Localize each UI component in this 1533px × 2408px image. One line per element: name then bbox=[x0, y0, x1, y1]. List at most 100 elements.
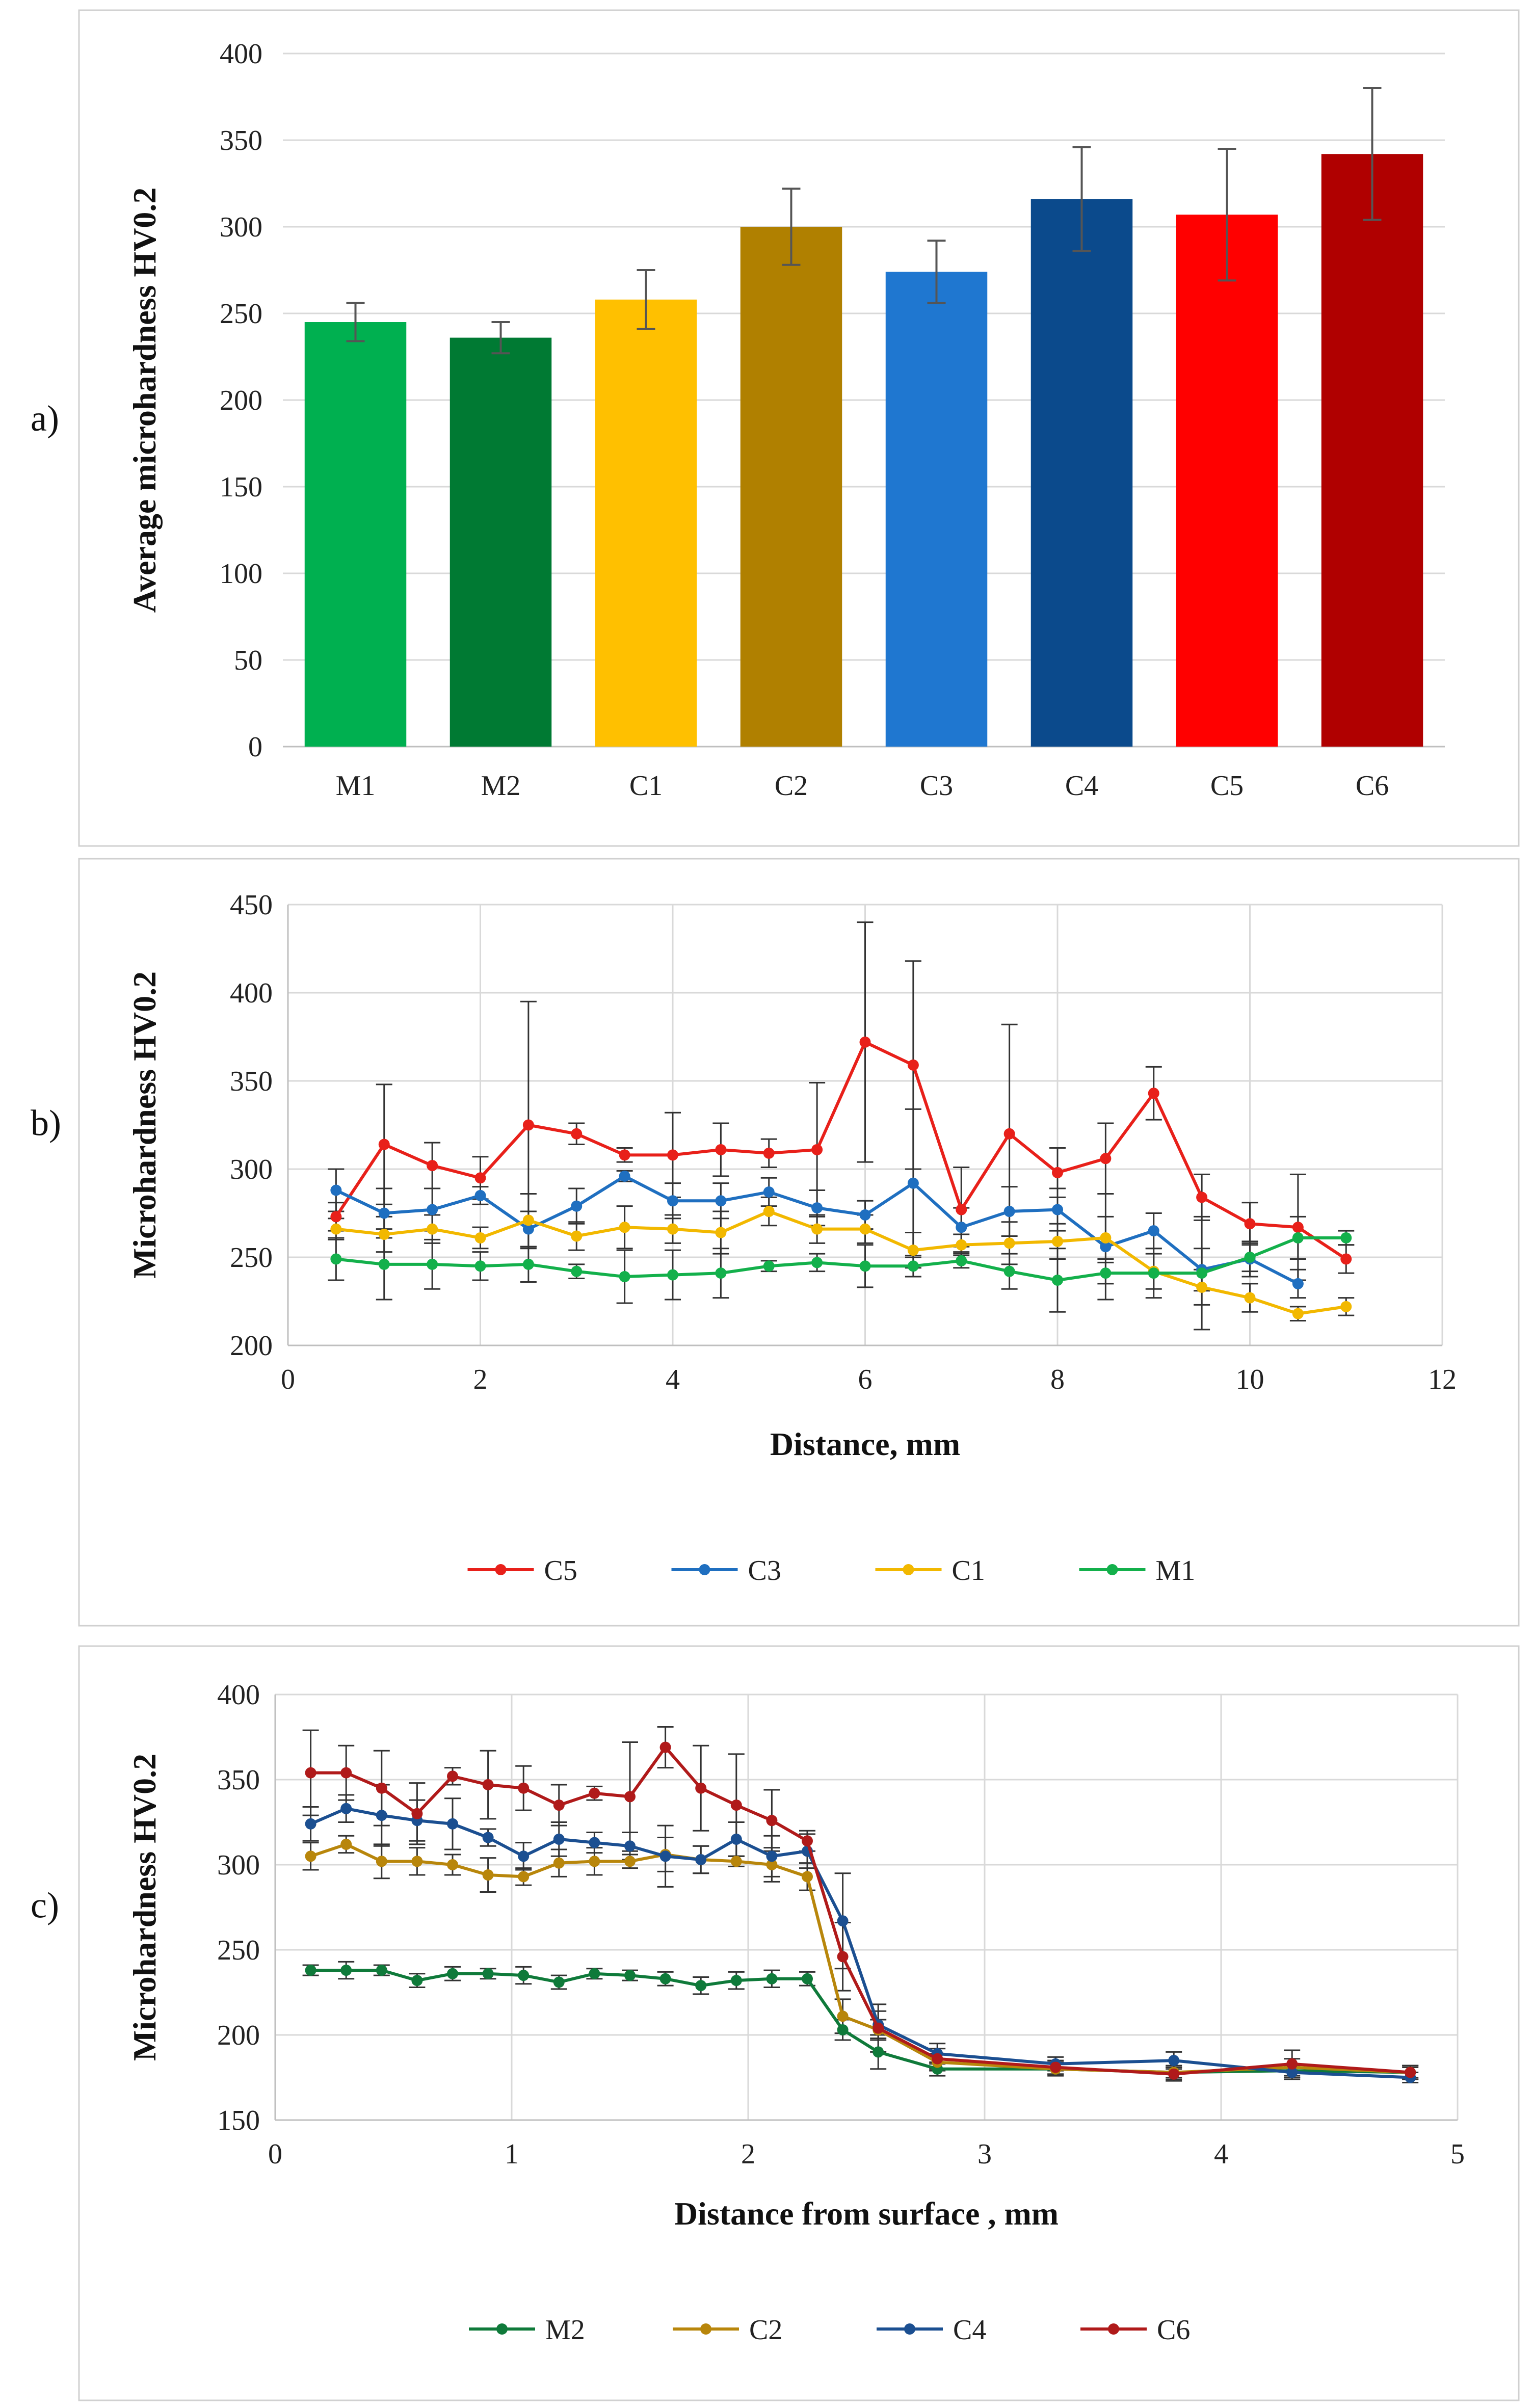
data-point-m2 bbox=[447, 1968, 458, 1979]
bar-c2 bbox=[740, 227, 842, 747]
data-point-m2 bbox=[340, 1965, 352, 1976]
data-point-m2 bbox=[695, 1980, 707, 1992]
data-point-c6 bbox=[553, 1800, 565, 1811]
legend-label: C5 bbox=[544, 1555, 577, 1586]
legend-marker-c2 bbox=[700, 2323, 711, 2335]
data-point-c3 bbox=[1003, 1206, 1015, 1218]
panel-a-frame bbox=[78, 9, 1520, 847]
data-point-c2 bbox=[305, 1850, 316, 1862]
data-point-c3 bbox=[715, 1195, 727, 1207]
data-point-c1 bbox=[522, 1214, 534, 1226]
data-point-c6 bbox=[305, 1767, 316, 1779]
data-point-m1 bbox=[907, 1260, 919, 1272]
y-tick-label: 400 bbox=[217, 1679, 260, 1711]
data-point-c6 bbox=[695, 1782, 707, 1794]
x-tick-label: 3 bbox=[977, 2138, 992, 2170]
series-line-m2 bbox=[310, 1969, 1411, 2074]
data-point-c3 bbox=[763, 1186, 775, 1198]
data-point-c6 bbox=[802, 1835, 813, 1847]
y-tick-label: 350 bbox=[217, 1764, 260, 1796]
data-point-c6 bbox=[482, 1779, 494, 1791]
data-point-c5 bbox=[522, 1119, 534, 1131]
data-point-c5 bbox=[956, 1204, 967, 1215]
data-point-c6 bbox=[873, 2022, 884, 2034]
y-axis-title: Average microhardness HV0.2 bbox=[126, 188, 163, 613]
data-point-c3 bbox=[907, 1177, 919, 1189]
y-tick-label: 400 bbox=[230, 977, 273, 1009]
data-point-c4 bbox=[376, 1810, 387, 1821]
panel-b-line-chart: 0 2 4 6 8 10 12 200 250 300 350 400 450 Distance, mm M… bbox=[31, 858, 1520, 1627]
legend-marker-c6 bbox=[1108, 2323, 1119, 2335]
panel-label: c) bbox=[31, 1885, 59, 1926]
data-point-c1 bbox=[811, 1223, 823, 1235]
data-point-m2 bbox=[305, 1965, 316, 1976]
data-point-m2 bbox=[589, 1968, 600, 1979]
data-point-c5 bbox=[474, 1172, 486, 1184]
panel-c-frame bbox=[78, 1645, 1520, 2401]
data-point-c1 bbox=[667, 1223, 678, 1235]
data-point-c4 bbox=[518, 1850, 530, 1862]
data-point-c5 bbox=[1148, 1088, 1159, 1099]
data-point-c5 bbox=[1340, 1253, 1352, 1265]
data-point-c6 bbox=[1405, 2067, 1416, 2078]
x-tick-label: 6 bbox=[858, 1364, 873, 1395]
data-point-c1 bbox=[330, 1223, 342, 1235]
data-point-c5 bbox=[1244, 1218, 1256, 1230]
data-point-c4 bbox=[659, 1850, 671, 1862]
data-point-m1 bbox=[1148, 1267, 1159, 1279]
legend-label: M2 bbox=[545, 2314, 585, 2346]
data-point-c6 bbox=[447, 1770, 458, 1782]
x-tick-label: C4 bbox=[1065, 770, 1098, 802]
data-point-c3 bbox=[667, 1195, 678, 1207]
x-tick-label: 1 bbox=[505, 2138, 519, 2170]
data-point-c5 bbox=[667, 1149, 678, 1161]
data-point-c2 bbox=[589, 1856, 600, 1867]
data-point-c4 bbox=[837, 1915, 849, 1927]
legend-marker-m2 bbox=[496, 2323, 508, 2335]
bar-m1 bbox=[304, 322, 407, 747]
x-tick-label: C1 bbox=[629, 770, 663, 802]
data-point-c3 bbox=[619, 1170, 630, 1182]
data-point-c4 bbox=[730, 1833, 742, 1845]
data-point-c2 bbox=[447, 1859, 458, 1870]
data-point-m1 bbox=[1100, 1267, 1112, 1279]
bar-c6 bbox=[1321, 154, 1423, 747]
x-tick-label: 12 bbox=[1428, 1364, 1457, 1395]
data-point-m2 bbox=[376, 1965, 387, 1976]
data-point-m2 bbox=[873, 2046, 884, 2058]
data-point-c6 bbox=[376, 1782, 387, 1794]
data-point-m1 bbox=[1244, 1252, 1256, 1263]
data-point-c1 bbox=[1340, 1301, 1352, 1312]
x-tick-label: 0 bbox=[268, 2138, 282, 2170]
data-point-m2 bbox=[518, 1970, 530, 1981]
x-tick-label: C3 bbox=[920, 770, 953, 802]
data-point-m2 bbox=[624, 1970, 636, 1981]
data-point-c4 bbox=[624, 1840, 636, 1852]
x-tick-label: C5 bbox=[1210, 770, 1244, 802]
data-point-c6 bbox=[589, 1787, 600, 1799]
legend-label: C6 bbox=[1157, 2314, 1190, 2346]
y-tick-label: 300 bbox=[220, 211, 262, 243]
legend-marker-c3 bbox=[699, 1564, 710, 1575]
series-line-c6 bbox=[310, 1745, 1411, 2076]
x-tick-label: C2 bbox=[775, 770, 808, 802]
data-point-c6 bbox=[411, 1808, 423, 1819]
data-point-c2 bbox=[802, 1871, 813, 1883]
y-tick-label: 400 bbox=[220, 38, 262, 70]
data-point-c4 bbox=[482, 1832, 494, 1843]
data-point-c5 bbox=[619, 1149, 630, 1161]
data-point-c5 bbox=[859, 1036, 871, 1048]
data-point-c4 bbox=[589, 1837, 600, 1848]
data-point-c1 bbox=[1196, 1281, 1208, 1293]
y-tick-label: 250 bbox=[217, 1935, 260, 1966]
data-point-c1 bbox=[1292, 1308, 1304, 1319]
data-point-c3 bbox=[859, 1209, 871, 1221]
data-point-m1 bbox=[763, 1260, 775, 1272]
bar-c3 bbox=[885, 272, 988, 747]
data-point-m1 bbox=[1003, 1265, 1015, 1277]
data-point-m2 bbox=[411, 1975, 423, 1987]
data-point-c3 bbox=[522, 1223, 534, 1235]
data-point-c1 bbox=[427, 1223, 438, 1235]
x-tick-label: 5 bbox=[1450, 2138, 1465, 2170]
